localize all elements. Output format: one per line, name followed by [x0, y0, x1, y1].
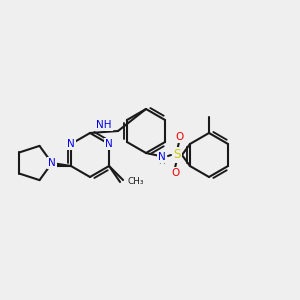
- Text: N: N: [158, 152, 166, 162]
- Text: CH₃: CH₃: [127, 178, 144, 187]
- Text: O: O: [171, 168, 179, 178]
- Text: H: H: [159, 158, 165, 166]
- Text: NH: NH: [96, 120, 112, 130]
- Text: N: N: [48, 158, 56, 168]
- Text: N: N: [105, 139, 113, 149]
- Text: N: N: [67, 139, 75, 149]
- Text: O: O: [175, 132, 183, 142]
- Text: S: S: [173, 148, 181, 161]
